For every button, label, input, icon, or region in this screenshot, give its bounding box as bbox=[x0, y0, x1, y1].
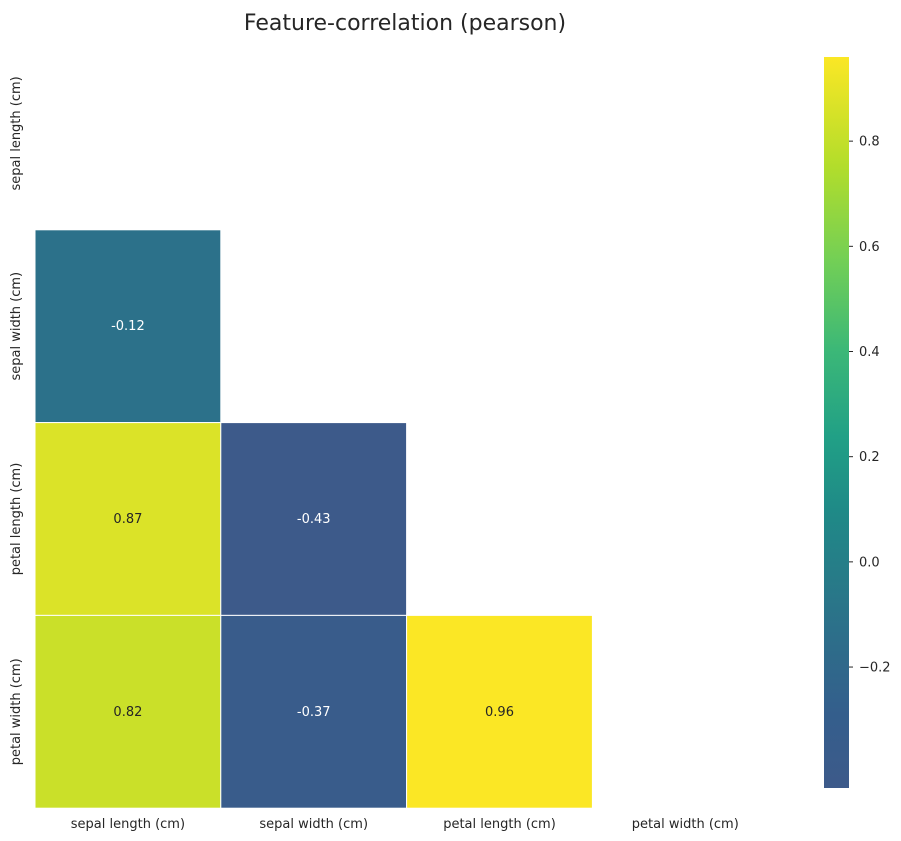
chart-title: Feature-correlation (pearson) bbox=[244, 11, 566, 36]
heatmap-cells bbox=[34, 229, 593, 809]
row-tick-label: sepal length (cm) bbox=[9, 76, 24, 190]
row-tick-label: petal width (cm) bbox=[9, 658, 24, 765]
colorbar-ticks: 0.8 0.6 0.4 0.2 0.0 −0.2 bbox=[849, 135, 891, 676]
column-tick-labels: sepal length (cm) sepal width (cm) petal l… bbox=[71, 817, 739, 832]
cell-value-label: -0.43 bbox=[297, 512, 331, 527]
colorbar: 0.8 0.6 0.4 0.2 0.0 −0.2 bbox=[824, 57, 891, 788]
heatmap-cell bbox=[220, 422, 408, 616]
cell-value-label: -0.12 bbox=[111, 319, 145, 334]
colorbar-tick-label: 0.0 bbox=[859, 555, 880, 570]
colorbar-tick-label: −0.2 bbox=[859, 661, 891, 676]
cell-value-label: 0.82 bbox=[113, 705, 142, 720]
colorbar-tick-label: 0.8 bbox=[859, 135, 880, 150]
heatmap-cell bbox=[406, 614, 593, 809]
heatmap-cell bbox=[34, 422, 222, 616]
column-tick-label: sepal length (cm) bbox=[71, 817, 185, 832]
column-tick-label: sepal width (cm) bbox=[259, 817, 368, 832]
heatmap-cell bbox=[220, 614, 408, 809]
cell-value-label: 0.96 bbox=[485, 705, 514, 720]
row-tick-label: petal length (cm) bbox=[9, 463, 24, 576]
colorbar-tick-label: 0.6 bbox=[859, 240, 880, 255]
column-tick-label: petal width (cm) bbox=[632, 817, 739, 832]
column-tick-label: petal length (cm) bbox=[443, 817, 556, 832]
row-tick-label: sepal width (cm) bbox=[9, 272, 24, 381]
colorbar-tick-label: 0.2 bbox=[859, 450, 880, 465]
colorbar-gradient bbox=[824, 57, 849, 788]
heatmap-cell bbox=[34, 229, 222, 424]
cell-value-label: -0.37 bbox=[297, 705, 331, 720]
colorbar-tick-label: 0.4 bbox=[859, 345, 880, 360]
heatmap-cell-labels: -0.12 0.87 -0.43 0.82 -0.37 0.96 bbox=[111, 319, 514, 720]
heatmap-cell bbox=[34, 614, 222, 809]
row-tick-labels: sepal length (cm) sepal width (cm) petal l… bbox=[9, 76, 24, 765]
cell-value-label: 0.87 bbox=[113, 512, 142, 527]
